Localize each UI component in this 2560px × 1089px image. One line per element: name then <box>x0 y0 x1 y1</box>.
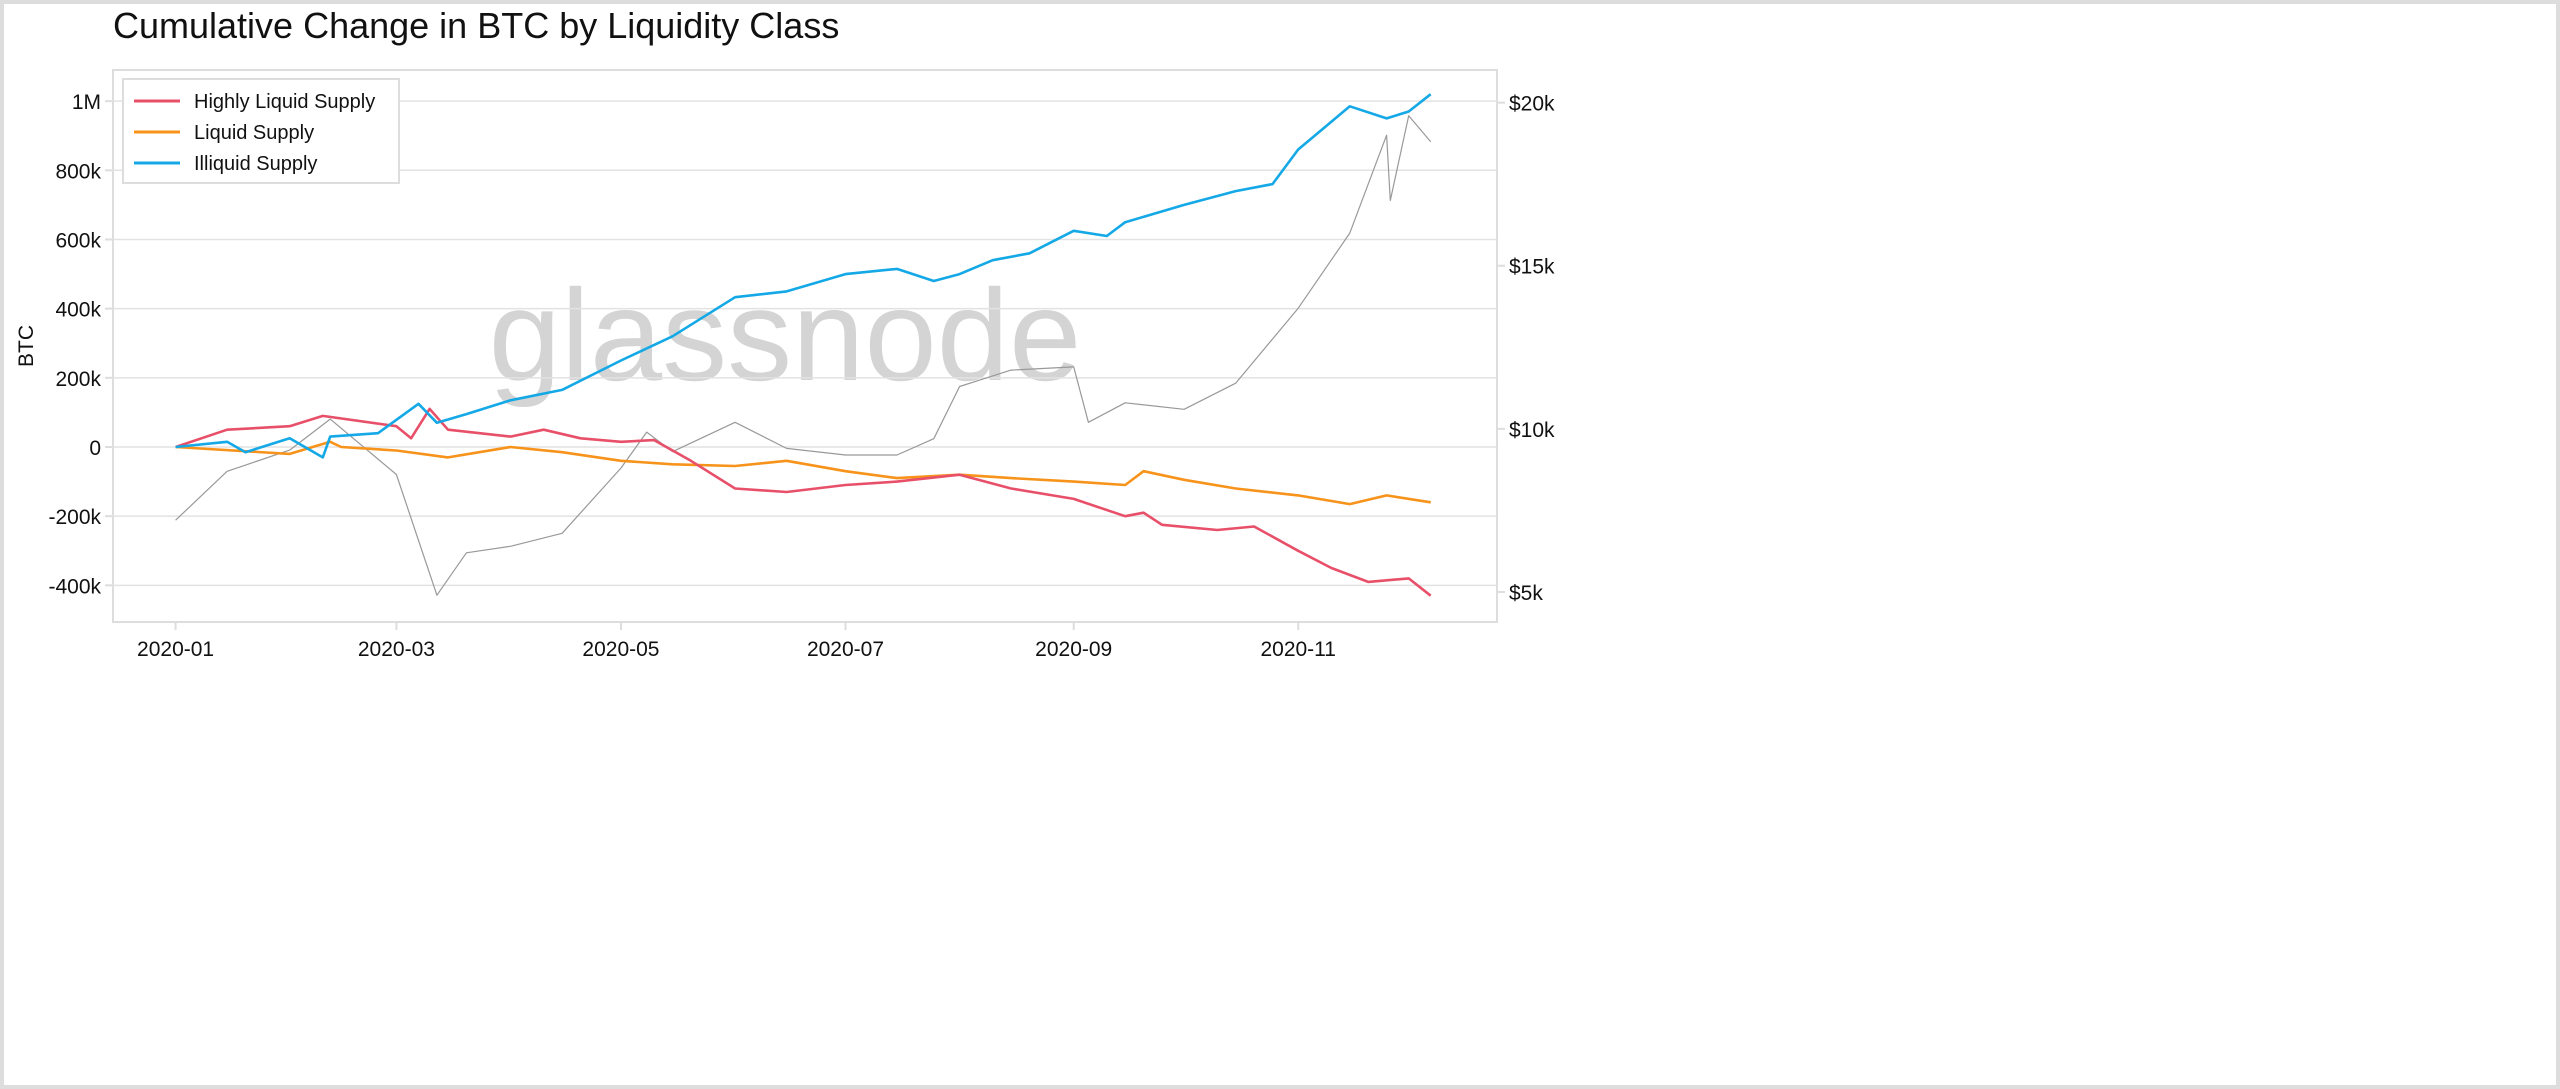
x-tick-label: 2020-01 <box>137 638 214 661</box>
y-right-tick-label: $20k <box>1509 93 1555 116</box>
series-line-liquid-supply <box>175 440 1431 506</box>
series-line-illiquid-supply <box>175 93 1432 459</box>
legend-item: Liquid Supply <box>134 122 314 144</box>
y-axis-label: BTC <box>15 325 38 367</box>
y-tick-label: -400k <box>48 575 101 598</box>
y-tick-label: 200k <box>55 368 101 391</box>
legend-label: Liquid Supply <box>194 122 314 144</box>
legend-label: Illiquid Supply <box>194 153 317 175</box>
y-tick-label: 1M <box>72 91 101 114</box>
y-tick-label: 0 <box>89 437 101 460</box>
y-right-tick-label: $5k <box>1509 582 1543 605</box>
x-tick-label: 2020-05 <box>582 638 659 661</box>
x-tick-label: 2020-03 <box>358 638 435 661</box>
y-tick-label: -200k <box>48 506 101 529</box>
y-right-tick-label: $10k <box>1509 419 1555 442</box>
legend: Highly Liquid Supply Liquid Supply Illiqui… <box>122 78 400 184</box>
plot-area <box>112 69 1498 623</box>
legend-item: Highly Liquid Supply <box>134 91 375 113</box>
x-tick-label: 2020-09 <box>1035 638 1112 661</box>
btc-price-line <box>175 115 1432 596</box>
y-right-tick-label: $15k <box>1509 256 1555 279</box>
y-tick-label: 600k <box>55 229 101 252</box>
x-tick-label: 2020-11 <box>1260 638 1336 661</box>
series-line-highly-liquid-supply <box>175 407 1432 597</box>
chart-title: Cumulative Change in BTC by Liquidity Cl… <box>113 5 839 46</box>
y-tick-label: 800k <box>55 160 101 183</box>
x-tick-label: 2020-07 <box>807 638 884 661</box>
watermark-logo: glassnode <box>489 262 1082 408</box>
legend-item: Illiquid Supply <box>134 153 317 175</box>
legend-label: Highly Liquid Supply <box>194 91 375 113</box>
y-tick-label: 400k <box>55 299 101 322</box>
